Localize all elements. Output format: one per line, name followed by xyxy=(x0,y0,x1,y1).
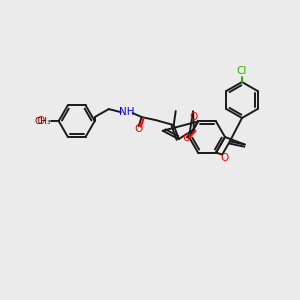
Text: NH: NH xyxy=(119,107,134,117)
Text: O: O xyxy=(135,124,143,134)
Text: O: O xyxy=(37,116,45,126)
Text: O: O xyxy=(189,112,197,122)
Text: O: O xyxy=(183,134,191,143)
Text: CH₃: CH₃ xyxy=(35,117,51,126)
Text: O: O xyxy=(220,153,228,163)
Text: Cl: Cl xyxy=(237,66,247,76)
